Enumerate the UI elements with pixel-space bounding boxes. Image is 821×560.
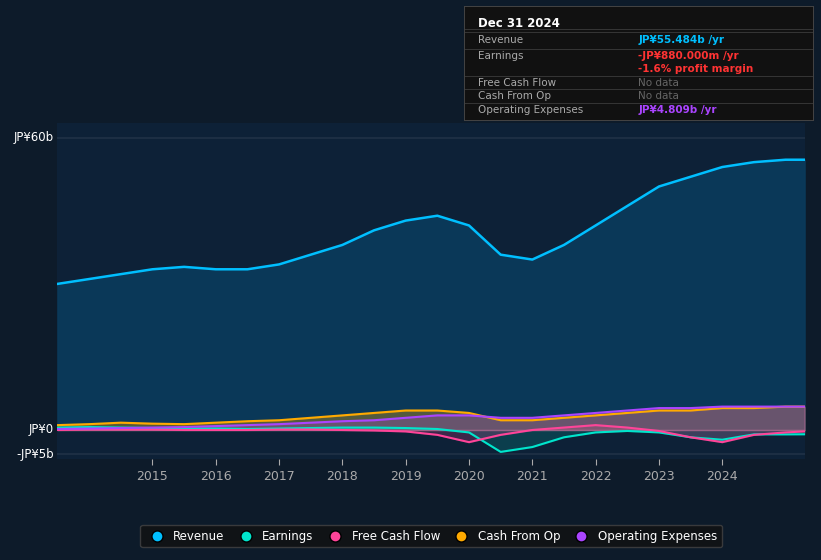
Text: -1.6% profit margin: -1.6% profit margin (639, 64, 754, 74)
Text: No data: No data (639, 91, 679, 101)
Text: JP¥55.484b /yr: JP¥55.484b /yr (639, 35, 724, 45)
Text: Cash From Op: Cash From Op (478, 91, 551, 101)
Text: JP¥60b: JP¥60b (14, 131, 53, 144)
Text: Dec 31 2024: Dec 31 2024 (478, 17, 560, 30)
Text: No data: No data (639, 77, 679, 87)
Text: Revenue: Revenue (478, 35, 523, 45)
Text: JP¥4.809b /yr: JP¥4.809b /yr (639, 105, 717, 115)
Text: -JP¥880.000m /yr: -JP¥880.000m /yr (639, 51, 739, 61)
Legend: Revenue, Earnings, Free Cash Flow, Cash From Op, Operating Expenses: Revenue, Earnings, Free Cash Flow, Cash … (140, 525, 722, 547)
Text: Earnings: Earnings (478, 51, 523, 61)
Text: -JP¥5b: -JP¥5b (16, 448, 53, 461)
Text: Free Cash Flow: Free Cash Flow (478, 77, 556, 87)
Text: Operating Expenses: Operating Expenses (478, 105, 583, 115)
Text: JP¥0: JP¥0 (29, 423, 53, 436)
